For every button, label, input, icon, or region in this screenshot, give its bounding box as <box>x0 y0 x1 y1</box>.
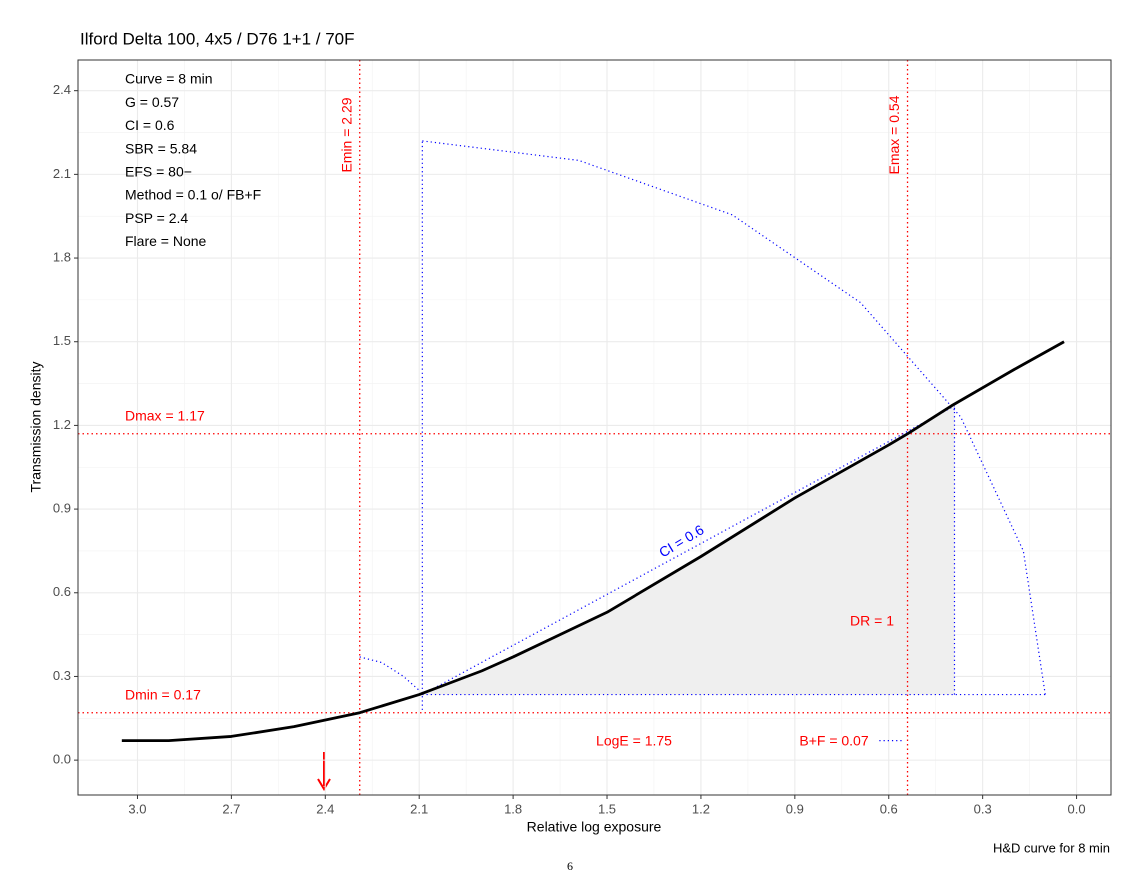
guide-line <box>422 405 955 696</box>
chart-title: Ilford Delta 100, 4x5 / D76 1+1 / 70F <box>80 29 355 48</box>
annotation: LogE = 1.75 <box>596 733 672 749</box>
x-tick-label: 2.4 <box>316 801 334 816</box>
y-axis-label: Transmission density <box>28 362 44 493</box>
arrow <box>317 752 331 791</box>
y-tick-label: 1.8 <box>53 249 71 264</box>
y-tick-label: 0.0 <box>53 752 71 767</box>
x-tick-label: 1.8 <box>504 801 522 816</box>
x-tick-label: 2.7 <box>222 801 240 816</box>
info-line: Flare = None <box>125 233 207 249</box>
y-tick-label: 2.1 <box>53 166 71 181</box>
caption: H&D curve for 8 min <box>993 840 1110 855</box>
x-tick-label: 0.3 <box>974 801 992 816</box>
y-tick-label: 0.9 <box>53 501 71 516</box>
y-tick-label: 1.5 <box>53 333 71 348</box>
reference-label: Dmin = 0.17 <box>125 686 201 702</box>
annotation: DR = 1 <box>850 613 894 629</box>
info-line: G = 0.57 <box>125 94 179 110</box>
info-line: SBR = 5.84 <box>125 140 197 156</box>
y-tick-label: 0.6 <box>53 584 71 599</box>
panel-border <box>77 59 1112 796</box>
x-tick-label: 0.6 <box>880 801 898 816</box>
guide-line <box>359 656 420 691</box>
shaded-area <box>422 405 955 695</box>
info-line: Method = 0.1 o/ FB+F <box>125 187 261 203</box>
x-tick-label: 1.2 <box>692 801 710 816</box>
x-tick-label: 3.0 <box>128 801 146 816</box>
x-tick-label: 0.0 <box>1068 801 1086 816</box>
info-line: CI = 0.6 <box>125 117 175 133</box>
x-tick-label: 1.5 <box>598 801 616 816</box>
info-line: Curve = 8 min <box>125 71 213 87</box>
info-line: EFS = 80− <box>125 164 192 180</box>
x-tick-label: 0.9 <box>786 801 804 816</box>
y-tick-label: 1.2 <box>53 417 71 432</box>
curve <box>121 340 1065 743</box>
x-axis-label: Relative log exposure <box>527 819 662 835</box>
x-tick-label: 2.1 <box>410 801 428 816</box>
y-tick-label: 2.4 <box>53 82 71 97</box>
y-tick-label: 0.3 <box>53 668 71 683</box>
reference-label: Dmax = 1.17 <box>125 407 205 423</box>
reference-label: Emin = 2.29 <box>338 97 354 172</box>
reference-label: Emax = 0.54 <box>886 95 902 174</box>
info-line: PSP = 2.4 <box>125 210 188 226</box>
annotation: B+F = 0.07 <box>799 733 868 749</box>
page-number: 6 <box>567 859 573 873</box>
